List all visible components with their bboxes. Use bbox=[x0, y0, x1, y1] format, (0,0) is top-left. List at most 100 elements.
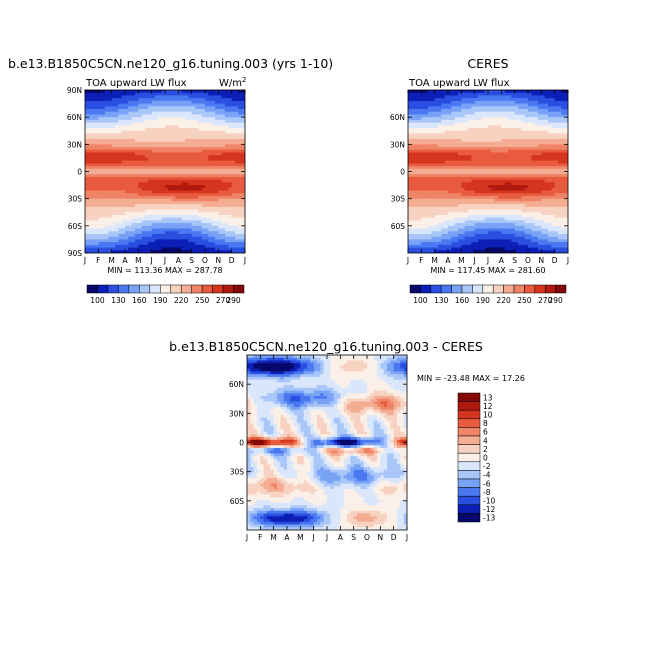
field-cell bbox=[474, 157, 479, 162]
field-cell bbox=[178, 174, 183, 178]
field-cell bbox=[444, 157, 449, 162]
field-cell bbox=[211, 174, 216, 178]
field-cell bbox=[168, 247, 173, 251]
field-cell bbox=[235, 130, 239, 135]
field-cell bbox=[558, 179, 562, 183]
field-cell bbox=[125, 201, 129, 205]
field-cell bbox=[198, 92, 203, 97]
field-cell bbox=[148, 250, 153, 253]
field-cell bbox=[195, 228, 199, 232]
field-cell bbox=[498, 111, 502, 116]
field-cell bbox=[181, 111, 186, 116]
field-cell bbox=[161, 171, 166, 175]
field-cell bbox=[218, 144, 223, 148]
field-cell bbox=[128, 239, 133, 243]
field-cell bbox=[431, 160, 436, 164]
field-cell bbox=[554, 174, 559, 178]
field-cell bbox=[541, 152, 546, 156]
field-cell bbox=[451, 138, 456, 143]
field-cell bbox=[491, 144, 496, 148]
field-cell bbox=[98, 133, 103, 137]
field-cell bbox=[161, 147, 166, 151]
field-cell bbox=[118, 171, 123, 175]
field-cell bbox=[95, 90, 99, 94]
colorbar-swatch bbox=[160, 284, 171, 294]
field-cell bbox=[228, 103, 233, 107]
field-cell bbox=[111, 193, 116, 197]
field-cell bbox=[438, 185, 442, 189]
field-cell bbox=[488, 171, 492, 175]
field-cell bbox=[414, 136, 419, 140]
field-cell bbox=[474, 117, 479, 121]
field-cell bbox=[165, 168, 169, 173]
field-cell bbox=[211, 182, 216, 186]
field-cell bbox=[221, 138, 226, 143]
field-cell bbox=[198, 114, 203, 118]
field-cell bbox=[548, 157, 552, 162]
field-cell bbox=[534, 155, 539, 159]
field-cell bbox=[95, 212, 99, 216]
field-cell bbox=[511, 144, 516, 148]
field-cell bbox=[98, 100, 103, 105]
field-cell bbox=[235, 98, 239, 102]
field-cell bbox=[195, 223, 199, 227]
field-cell bbox=[424, 117, 429, 121]
field-cell bbox=[151, 109, 156, 113]
field-cell bbox=[131, 111, 136, 116]
field-cell bbox=[241, 152, 245, 156]
field-cell bbox=[558, 149, 562, 154]
field-cell bbox=[418, 204, 422, 208]
field-cell bbox=[521, 182, 526, 186]
field-cell bbox=[131, 193, 136, 197]
field-cell bbox=[128, 171, 133, 175]
field-cell bbox=[448, 98, 452, 102]
field-cell bbox=[218, 228, 223, 232]
field-cell bbox=[108, 100, 113, 105]
field-cell bbox=[498, 168, 502, 173]
field-cell bbox=[178, 149, 183, 154]
field-cell bbox=[228, 136, 233, 140]
field-cell bbox=[225, 174, 229, 178]
field-cell bbox=[448, 90, 452, 94]
field-cell bbox=[115, 214, 119, 219]
field-cell bbox=[481, 100, 486, 105]
field-cell bbox=[165, 239, 169, 243]
field-cell bbox=[241, 100, 245, 105]
field-cell bbox=[414, 147, 419, 151]
field-cell bbox=[191, 111, 196, 116]
field-cell bbox=[235, 220, 239, 224]
field-cell bbox=[474, 190, 479, 194]
field-cell bbox=[474, 168, 479, 173]
field-cell bbox=[558, 176, 562, 181]
field-cell bbox=[158, 198, 163, 202]
field-cell bbox=[241, 195, 245, 200]
field-cell bbox=[168, 111, 173, 116]
field-cell bbox=[231, 201, 236, 205]
field-cell bbox=[165, 182, 169, 186]
field-cell bbox=[521, 92, 526, 97]
field-cell bbox=[408, 168, 412, 173]
field-cell bbox=[118, 195, 123, 200]
field-cell bbox=[85, 168, 89, 173]
field-cell bbox=[155, 149, 159, 154]
field-cell bbox=[461, 136, 466, 140]
field-cell bbox=[554, 185, 559, 189]
field-cell bbox=[138, 109, 143, 113]
field-cell bbox=[231, 136, 236, 140]
field-cell bbox=[438, 90, 442, 94]
field-cell bbox=[235, 166, 239, 170]
field-cell bbox=[165, 193, 169, 197]
field-cell bbox=[138, 179, 143, 183]
field-cell bbox=[138, 100, 143, 105]
field-cell bbox=[488, 141, 492, 145]
field-cell bbox=[511, 166, 516, 170]
field-cell bbox=[481, 95, 486, 99]
field-cell bbox=[215, 114, 219, 118]
field-cell bbox=[168, 225, 173, 230]
field-cell bbox=[408, 160, 412, 164]
field-cell bbox=[221, 236, 226, 241]
field-cell bbox=[541, 160, 546, 164]
field-cell bbox=[504, 155, 509, 159]
field-cell bbox=[121, 214, 126, 219]
field-cell bbox=[228, 185, 233, 189]
